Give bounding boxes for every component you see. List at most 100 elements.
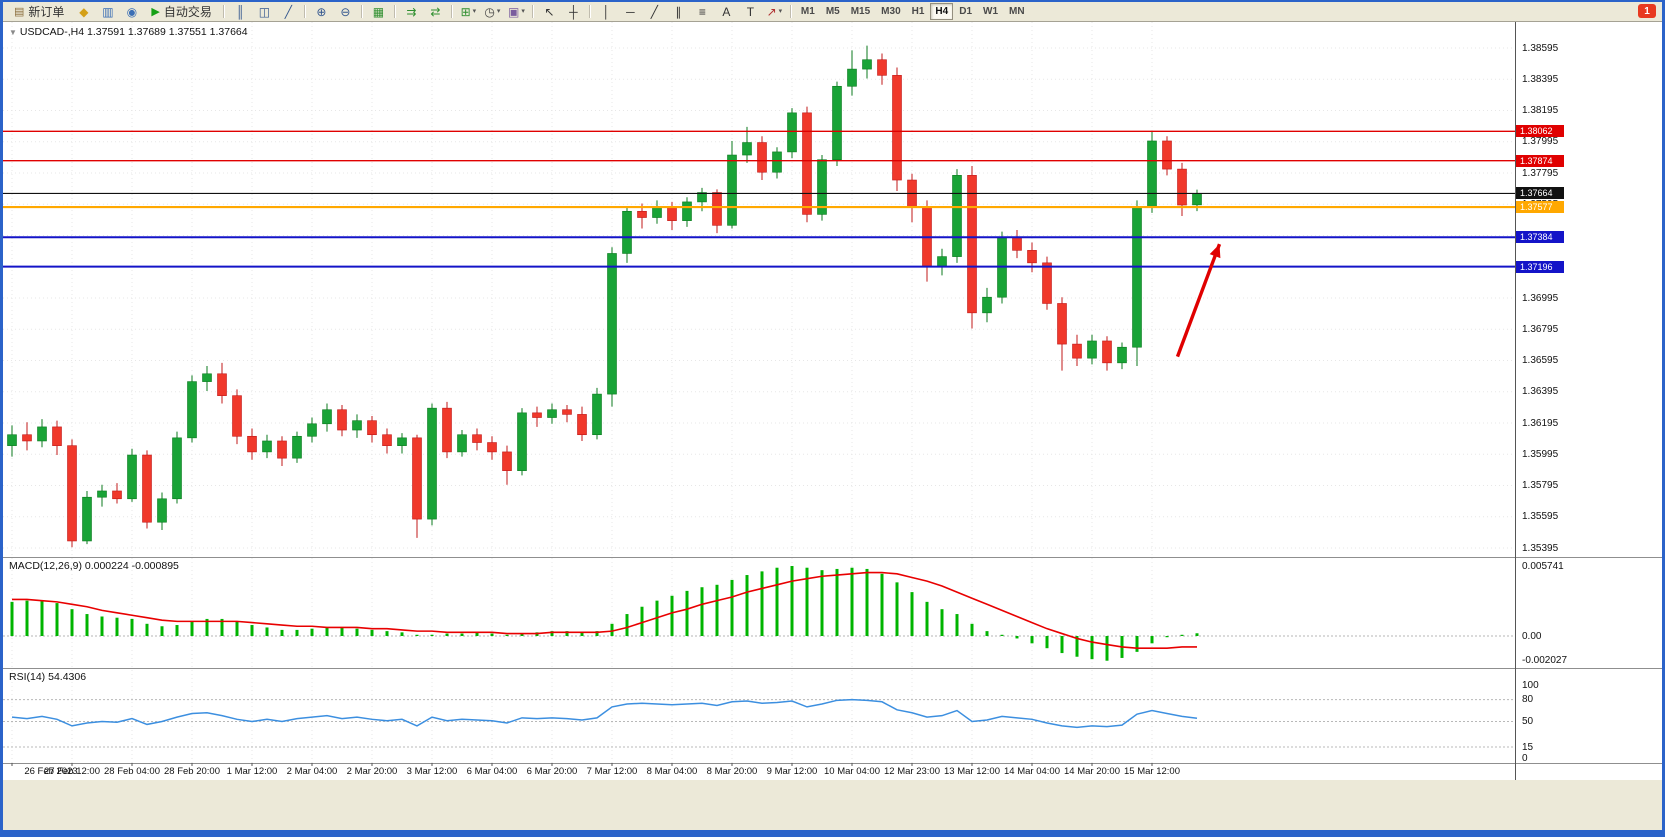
candle xyxy=(457,434,467,453)
candle xyxy=(1042,262,1052,304)
macd-bar xyxy=(1195,633,1199,636)
macd-bar xyxy=(805,567,809,636)
timeframe-mn[interactable]: MN xyxy=(1009,6,1025,17)
timeframe-m30[interactable]: M30 xyxy=(881,6,901,17)
new-order-button[interactable]: ▤ 新订单 xyxy=(7,3,71,21)
candle xyxy=(1192,193,1202,206)
autotrading-button[interactable]: ▶ 自动交易 xyxy=(144,3,218,21)
macd-bar xyxy=(670,595,674,636)
chart-area[interactable]: ▼ USDCAD-,H4 1.37591 1.37689 1.37551 1.37… xyxy=(3,21,1662,780)
price-axis-label: 1.38395 xyxy=(1522,73,1559,85)
candle xyxy=(1162,140,1172,170)
time-axis-label: 7 Mar 12:00 xyxy=(586,766,638,777)
signals-icon: ◉ xyxy=(126,4,138,19)
chart-canvas[interactable] xyxy=(3,22,1662,780)
market-watch-icon[interactable]: ▥ xyxy=(96,3,119,21)
macd-bar xyxy=(820,570,824,636)
timeframe-h4[interactable]: H4 xyxy=(930,3,954,20)
horizontal-line-icon[interactable]: ─ xyxy=(619,3,642,21)
candle xyxy=(742,142,752,156)
candle xyxy=(667,206,677,221)
crosshair-icon[interactable]: ┼ xyxy=(562,3,585,21)
candle xyxy=(397,437,407,446)
toolbar-separator xyxy=(531,5,534,18)
candlestick-chart-icon[interactable]: ◫ xyxy=(253,3,276,21)
time-axis-label: 2 Mar 20:00 xyxy=(346,766,398,777)
timeframe-m5[interactable]: M5 xyxy=(825,6,840,17)
tile-windows-icon[interactable]: ▦ xyxy=(367,3,390,21)
candle xyxy=(202,373,212,382)
timeframe-m1[interactable]: M1 xyxy=(800,6,815,17)
timeframe-d1[interactable]: D1 xyxy=(959,6,973,17)
chart-shift-icon[interactable]: ⇄ xyxy=(424,3,447,21)
candle xyxy=(292,435,302,459)
macd-bar xyxy=(745,575,749,636)
window-border-right xyxy=(1662,0,1665,837)
price-tag: 1.38062 xyxy=(1516,125,1564,138)
candle xyxy=(877,59,887,76)
macd-bar xyxy=(1075,636,1079,657)
arrow-annotation[interactable] xyxy=(1175,243,1222,358)
timeframe-w1[interactable]: W1 xyxy=(983,6,999,17)
auto-scroll-icon: ⇉ xyxy=(406,4,417,19)
chevron-down-icon[interactable]: ▾ xyxy=(496,7,501,15)
macd-axis-label: 0.005741 xyxy=(1522,560,1564,572)
chevron-down-icon[interactable]: ▾ xyxy=(778,7,783,15)
candle xyxy=(172,437,182,500)
macd-bar xyxy=(115,617,119,636)
price-axis-label: 1.35795 xyxy=(1522,480,1559,491)
price-tag: 1.37196 xyxy=(1516,260,1564,273)
arrows-icon[interactable]: ↗ ▾ xyxy=(763,3,786,21)
notification-badge[interactable]: 1 xyxy=(1638,4,1656,18)
zoom-out-icon[interactable]: ⊖ xyxy=(334,3,357,21)
time-axis-label: 6 Mar 20:00 xyxy=(526,766,578,777)
channel-icon[interactable]: ∥ xyxy=(667,3,690,21)
price-axis-label: 1.36595 xyxy=(1522,355,1559,366)
vertical-line-icon[interactable]: │ xyxy=(595,3,618,21)
chevron-down-icon[interactable]: ▾ xyxy=(521,7,525,15)
time-axis-label: 14 Mar 20:00 xyxy=(1064,766,1120,777)
price-axis-label: 1.38595 xyxy=(1522,42,1559,54)
timeframe-m15[interactable]: M15 xyxy=(850,6,871,17)
macd-bar xyxy=(430,634,434,636)
candlestick-layer xyxy=(7,45,1202,548)
macd-values: 0.000224 -0.000895 xyxy=(84,560,179,572)
signals-icon[interactable]: ◉ xyxy=(120,3,143,21)
timeframe-h1[interactable]: H1 xyxy=(911,6,925,17)
zoom-in-icon: ⊕ xyxy=(316,4,327,19)
text-icon[interactable]: A xyxy=(715,3,738,21)
candle xyxy=(232,395,242,437)
candle xyxy=(277,440,287,459)
price-axis-label: 1.36795 xyxy=(1522,323,1559,335)
indicators-icon[interactable]: ⊞ ▾ xyxy=(457,3,480,21)
candle xyxy=(247,435,257,453)
line-chart-icon[interactable]: ╱ xyxy=(277,3,300,21)
auto-scroll-icon[interactable]: ⇉ xyxy=(400,3,423,21)
collapse-chart-icon[interactable]: ▼ xyxy=(9,28,17,37)
metaeditor-icon[interactable]: ◆ xyxy=(72,3,95,21)
cursor-icon[interactable]: ↖ xyxy=(538,3,561,21)
trendline-icon[interactable]: ╱ xyxy=(643,3,666,21)
candle xyxy=(712,192,722,226)
time-axis-label: 1 Mar 12:00 xyxy=(226,766,278,777)
candle xyxy=(697,192,707,203)
fibonacci-icon[interactable]: ≡ xyxy=(691,3,714,21)
candle xyxy=(847,68,857,87)
label-icon[interactable]: T xyxy=(739,3,762,21)
candle xyxy=(1102,340,1112,364)
macd-bar xyxy=(1105,636,1109,661)
bar-chart-icon[interactable]: ║ xyxy=(229,3,252,21)
price-axis-label: 1.36195 xyxy=(1522,417,1559,429)
templates-icon[interactable]: ▣ ▾ xyxy=(505,3,528,21)
periods-icon[interactable]: ◷ ▾ xyxy=(481,3,504,21)
candle xyxy=(637,210,647,218)
price-axis-label: 1.37995 xyxy=(1522,136,1559,148)
zoom-in-icon[interactable]: ⊕ xyxy=(310,3,333,21)
candle xyxy=(112,490,122,500)
price-axis-label: 1.36995 xyxy=(1522,292,1559,304)
candle xyxy=(7,434,17,446)
macd-bar xyxy=(580,632,584,636)
candle xyxy=(337,409,347,431)
chevron-down-icon[interactable]: ▾ xyxy=(472,7,477,15)
time-axis-label: 8 Mar 04:00 xyxy=(646,766,698,777)
